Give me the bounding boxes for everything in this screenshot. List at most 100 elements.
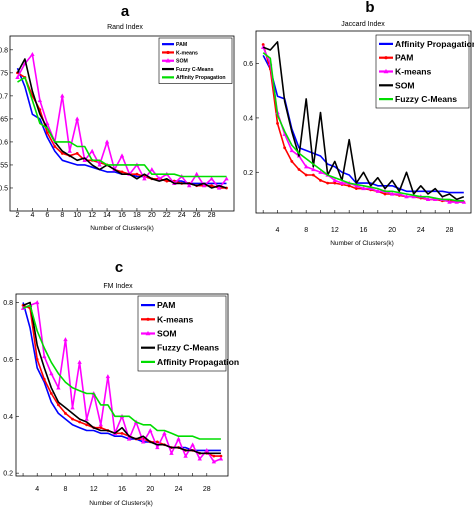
data-point [319,179,322,182]
data-point [75,152,79,155]
data-point [197,456,202,461]
data-point [397,191,402,196]
data-point [162,430,167,435]
chart-panel-c: c FM Index 4 8 12 16 20 24 28 0.2 0.4 0.6 0.8 Numb… [3,259,239,507]
x-tick-label: 18 [133,212,141,219]
x-tick-label: 4 [276,227,280,234]
data-point [142,176,147,181]
x-tick-label: 28 [208,212,216,219]
data-point [411,194,416,199]
x-tick-label: 26 [193,212,201,219]
legend-marker [146,317,150,321]
legend-label: PAM [395,53,413,63]
data-point [149,167,155,172]
x-tick-label: 8 [60,212,64,219]
data-point [447,199,452,204]
y-tick-label: 0.2 [3,471,13,478]
data-point [155,445,160,450]
data-point [70,405,75,410]
legend: PAM K-means SOM Fuzzy C-Means Affinity Propa… [158,37,233,84]
x-tick-label: 20 [146,486,154,493]
data-point [339,180,345,185]
data-point [141,439,146,444]
data-point [119,153,125,158]
legend-label: PAM [176,42,187,48]
series-layer [15,52,229,190]
data-point [165,179,169,183]
data-point [89,148,95,153]
panel-letter-a: a [121,3,130,20]
legend-marker [165,58,171,63]
x-tick-label: 8 [64,486,68,493]
data-point [71,417,74,421]
data-point [82,157,87,162]
tick-layer: 2468101214161820222426280.50.550.60.650.… [0,47,216,219]
series-line [262,52,464,202]
y-tick-label: 0.5 [0,185,8,192]
data-point [98,422,103,427]
data-point [42,354,47,359]
data-point [432,197,438,202]
data-point [383,192,387,196]
x-tick-label: 14 [103,212,111,219]
data-point [219,454,223,458]
data-point [176,436,181,441]
data-point [216,185,222,190]
data-point [157,176,162,181]
data-point [276,121,279,125]
y-tick-label: 0.55 [0,162,8,169]
x-tick-label: 20 [148,212,156,219]
data-point [311,167,316,172]
chart-title: FM Index [103,283,133,290]
data-point [148,428,153,433]
legend-label: PAM [157,300,175,310]
legend-label: K-means [176,50,198,56]
data-point [304,173,308,177]
data-point [84,416,89,421]
y-tick-label: 0.65 [0,116,8,123]
data-point [49,392,53,395]
data-point [56,385,61,390]
data-point [104,139,110,144]
data-point [461,199,467,204]
legend-label: SOM [395,80,415,90]
data-point [99,426,103,430]
x-tick-label: 4 [30,212,34,219]
data-point [354,187,358,190]
x-tick-label: 8 [304,227,308,234]
data-point [368,186,373,191]
data-point [78,420,81,424]
data-point [53,145,57,148]
legend-label: Fuzzy C-Means [176,67,214,73]
y-tick-label: 0.2 [243,170,253,177]
legend-label: K-means [157,314,194,324]
x-tick-label: 22 [163,212,171,219]
data-point [326,181,330,185]
data-point [347,184,351,188]
x-axis-label: Number of Clusters(k) [90,225,154,232]
legend-label: SOM [176,59,188,65]
data-point [261,43,265,46]
legend-label: Affinity Propagation [176,75,226,81]
y-tick-label: 0.8 [0,47,8,54]
data-point [209,176,214,181]
x-tick-label: 16 [360,227,368,234]
data-point [77,359,82,364]
x-tick-label: 12 [88,212,96,219]
data-point [169,450,174,455]
data-point [425,197,431,202]
data-point [63,337,68,342]
tick-layer: 4 8 12 16 20 24 28 0.2 0.4 0.6 [243,61,453,234]
data-point [85,423,89,427]
x-tick-label: 12 [331,227,339,234]
data-point [289,148,295,153]
data-point [333,181,337,185]
data-point [212,454,216,458]
legend-label: K-means [395,67,432,77]
series-layer [20,300,224,464]
data-point [35,300,40,305]
data-point [105,374,111,379]
x-axis-label: Number of Clusters(k) [330,240,394,247]
data-point [318,169,323,174]
